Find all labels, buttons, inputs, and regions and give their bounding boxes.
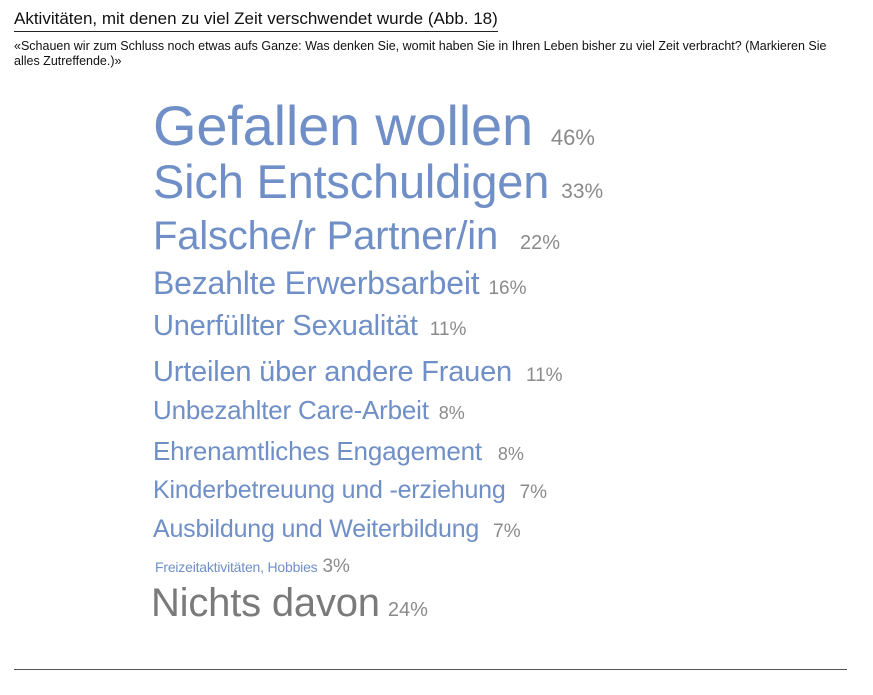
cloud-percent: 46% (550, 125, 595, 150)
cloud-row: Unbezahlter Care-Arbeit 8% (153, 397, 465, 423)
cloud-label: Urteilen über andere Frauen (153, 356, 512, 388)
survey-question: «Schauen wir zum Schluss noch etwas aufs… (14, 39, 827, 68)
cloud-label: Ausbildung und Weiterbildung (153, 515, 480, 543)
cloud-label: Sich Entschuldigen (153, 155, 550, 208)
cloud-label: Kinderbetreuung und -erziehung (153, 476, 506, 504)
cloud-percent: 8% (438, 403, 465, 423)
cloud-label: Unerfüllter Sexualität (153, 310, 418, 342)
cloud-percent: 22% (520, 232, 561, 254)
cloud-percent: 8% (497, 444, 524, 464)
cloud-label: Nichts davon (151, 581, 380, 625)
cloud-row: Kinderbetreuung und -erziehung 7% (153, 478, 547, 503)
cloud-row: Ehrenamtliches Engagement 8% (153, 438, 524, 464)
cloud-percent: 11% (525, 365, 563, 386)
cloud-row: Falsche/r Partner/in 22% (153, 216, 560, 256)
chart-title: Aktivitäten, mit denen zu viel Zeit vers… (14, 9, 498, 32)
cloud-label: Bezahlte Erwerbsarbeit (153, 265, 480, 301)
cloud-row: Unerfüllter Sexualität 11% (153, 312, 466, 341)
cloud-label: Freizeitaktivitäten, Hobbies (155, 559, 318, 575)
cloud-percent: 16% (488, 278, 527, 299)
cloud-percent: 3% (322, 556, 350, 577)
cloud-row: Sich Entschuldigen 33% (153, 158, 603, 205)
cloud-row: Ausbildung und Weiterbildung 7% (153, 517, 521, 542)
cloud-label: Gefallen wollen (153, 94, 533, 157)
cloud-percent: 7% (493, 521, 521, 542)
cloud-percent: 24% (387, 599, 428, 621)
cloud-row: Urteilen über andere Frauen 11% (153, 358, 563, 387)
cloud-label: Ehrenamtliches Engagement (153, 436, 482, 466)
cloud-percent: 33% (561, 180, 604, 203)
cloud-label: Falsche/r Partner/in (153, 214, 499, 258)
footer-divider (14, 669, 847, 670)
cloud-row: Bezahlte Erwerbsarbeit 16% (153, 267, 526, 299)
cloud-row: Freizeitaktivitäten, Hobbies 3% (155, 557, 350, 576)
cloud-row: Gefallen wollen 46% (153, 98, 595, 154)
cloud-percent: 11% (429, 319, 467, 340)
cloud-percent: 7% (519, 482, 548, 503)
cloud-row: Nichts davon 24% (151, 583, 428, 623)
cloud-label: Unbezahlter Care-Arbeit (153, 395, 429, 425)
